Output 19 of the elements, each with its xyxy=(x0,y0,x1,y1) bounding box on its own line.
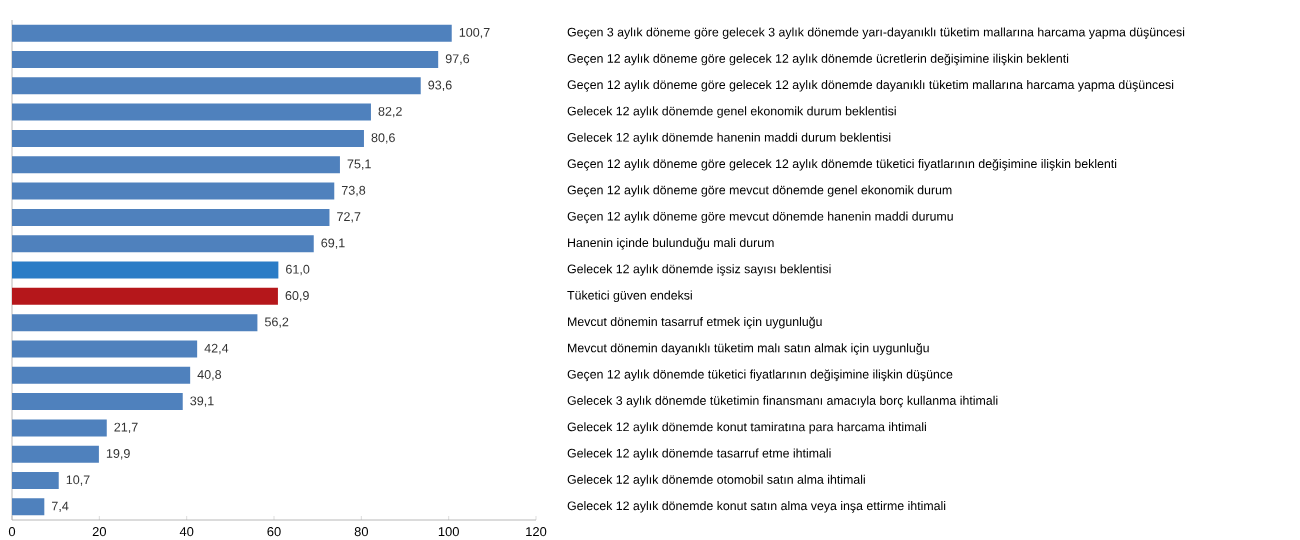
bar xyxy=(12,24,452,42)
bar xyxy=(12,472,59,490)
bar xyxy=(12,314,258,332)
bar xyxy=(12,340,198,358)
bar xyxy=(12,498,45,516)
bar xyxy=(12,235,314,253)
bar xyxy=(12,129,364,147)
bar xyxy=(12,261,279,279)
bar xyxy=(12,182,335,200)
bar xyxy=(12,103,371,121)
bar xyxy=(12,77,421,95)
bar xyxy=(12,366,191,384)
bar xyxy=(12,445,99,463)
bar xyxy=(12,208,330,226)
bar xyxy=(12,287,278,305)
bar xyxy=(12,156,340,174)
bar xyxy=(12,419,107,437)
bar xyxy=(12,50,439,68)
bar xyxy=(12,393,183,411)
